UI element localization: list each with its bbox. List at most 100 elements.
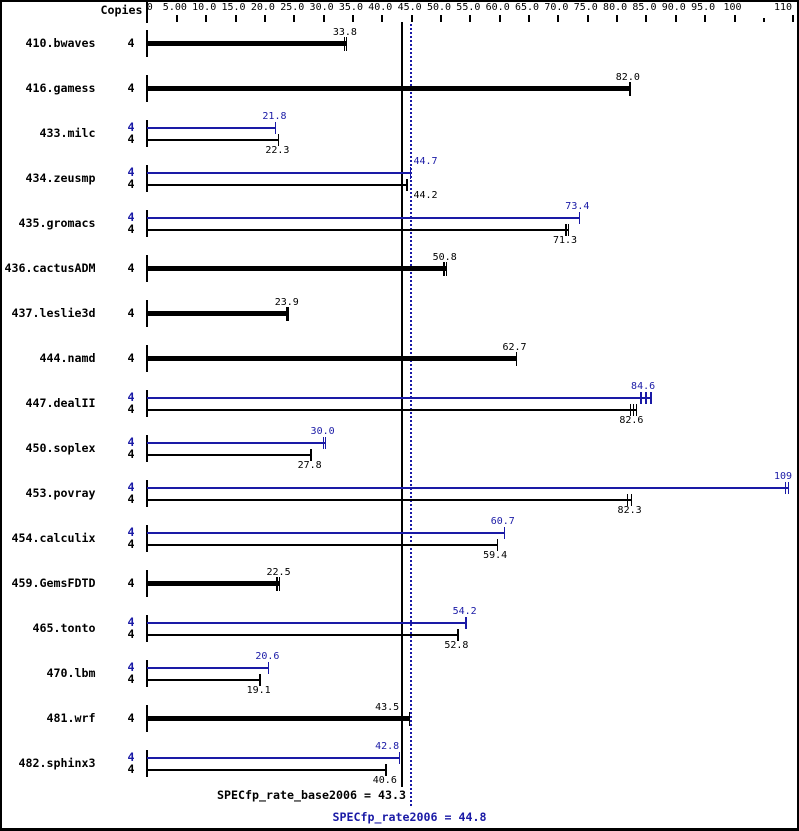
run-tick <box>267 662 270 674</box>
axis-segment <box>146 750 148 777</box>
copies-value: 4 <box>127 480 135 495</box>
bar-value-label: 73.4 <box>565 201 590 212</box>
axis-segment <box>146 615 148 642</box>
axis-major-tick <box>528 15 531 22</box>
axis-major-tick <box>557 15 560 22</box>
result-bar-peak <box>147 487 790 489</box>
copies-value: 4 <box>127 525 135 540</box>
run-tick <box>578 212 581 224</box>
bar-value-label: 54.2 <box>452 606 477 617</box>
run-tick <box>632 404 635 416</box>
axis-tick-label: 10.0 <box>192 2 217 14</box>
axis-segment <box>146 660 148 687</box>
copies-value: 4 <box>127 390 135 405</box>
result-bar-base <box>147 184 408 186</box>
axis-segment <box>146 120 148 147</box>
axis-segment <box>146 255 148 282</box>
axis-tick-label: 85.0 <box>632 2 657 14</box>
axis-header-separator <box>146 1 148 23</box>
bar-value-label: 43.5 <box>375 701 400 713</box>
bar-value-label: 82.6 <box>619 414 644 426</box>
axis-major-tick <box>381 15 384 22</box>
benchmark-name: 470.lbm <box>46 665 96 680</box>
axis-segment <box>146 570 148 597</box>
run-tick <box>310 449 312 461</box>
run-tick <box>640 392 642 404</box>
axis-tick-label: 70.0 <box>544 2 569 14</box>
benchmark-name: 454.calculix <box>11 530 96 545</box>
run-tick <box>278 576 281 591</box>
result-bar-peak <box>147 397 652 399</box>
axis-major-tick <box>293 15 296 22</box>
axis-segment <box>146 345 148 372</box>
run-tick <box>343 36 346 51</box>
copies-value: 4 <box>127 210 135 225</box>
axis-major-tick <box>792 15 795 22</box>
bar-value-label: 44.7 <box>413 156 438 167</box>
axis-major-tick <box>205 15 208 22</box>
axis-major-tick <box>586 15 589 22</box>
run-tick <box>286 306 288 321</box>
result-bar-baseonly <box>147 41 348 46</box>
axis-major-tick <box>175 15 178 22</box>
run-tick <box>650 392 652 404</box>
axis-tick-label: 40.0 <box>368 2 393 14</box>
result-bar-peak <box>147 757 401 759</box>
bar-value-label: 33.8 <box>332 26 357 38</box>
run-tick <box>645 392 647 404</box>
copies-value: 4 <box>127 305 135 320</box>
copies-value: 4 <box>127 672 135 687</box>
axis-segment <box>146 525 148 552</box>
axis-tick-label: 45.0 <box>397 2 422 14</box>
run-tick <box>406 179 408 191</box>
run-tick <box>276 576 278 591</box>
axis-tick-label: 110 <box>773 2 792 14</box>
frame-top <box>0 0 799 2</box>
run-tick <box>496 539 499 551</box>
axis-major-tick <box>440 15 442 22</box>
result-bar-peak <box>147 127 277 129</box>
axis-major-tick <box>410 15 413 22</box>
axis-tick-label: 5.00 <box>162 2 187 14</box>
benchmark-name: 444.namd <box>39 350 96 365</box>
frame-right <box>797 0 799 831</box>
bar-value-label: 27.8 <box>297 459 322 471</box>
result-bar-baseonly <box>147 86 631 91</box>
bar-value-label: 22.3 <box>265 144 290 156</box>
bar-value-label: 59.4 <box>483 549 508 561</box>
axis-tick-label: 60.0 <box>485 2 510 14</box>
axis-tick-label: 100 <box>723 2 742 14</box>
axis-tick-label: 95.0 <box>691 2 716 14</box>
benchmark-name: 434.zeusmp <box>25 170 96 185</box>
run-tick <box>465 617 467 629</box>
axis-major-tick <box>234 15 237 22</box>
axis-segment <box>146 390 148 417</box>
bar-value-label: 82.3 <box>617 504 642 516</box>
axis-tick-label: 30.0 <box>309 2 334 14</box>
benchmark-name: 437.leslie3d <box>11 305 96 320</box>
base-mean-label: SPECfp_rate_base2006 = 43.3 <box>217 788 406 803</box>
run-tick <box>515 351 518 366</box>
result-bar-baseonly <box>147 311 290 316</box>
axis-major-tick <box>498 15 501 22</box>
bar-value-label: 62.7 <box>502 341 527 353</box>
axis-major-tick <box>704 15 707 22</box>
result-bar-base <box>147 634 459 636</box>
result-bar-peak <box>147 532 506 534</box>
copies-value: 4 <box>127 710 135 725</box>
bar-value-label: 44.2 <box>413 189 438 201</box>
result-bar-peak <box>147 442 327 444</box>
axis-tick-label: 55.0 <box>456 2 481 14</box>
result-bar-base <box>147 499 633 501</box>
benchmark-name: 459.GemsFDTD <box>11 575 96 590</box>
copies-value: 4 <box>127 435 135 450</box>
bar-value-label: 19.1 <box>246 684 271 696</box>
result-bar-base <box>147 409 638 411</box>
axis-segment <box>146 165 148 192</box>
bar-value-label: 40.6 <box>372 774 397 786</box>
run-tick <box>259 674 261 686</box>
run-tick <box>567 224 570 236</box>
bar-value-label: 21.8 <box>262 111 287 122</box>
axis-tick-label: 50.0 <box>426 2 452 14</box>
base-mean-line <box>401 22 404 787</box>
